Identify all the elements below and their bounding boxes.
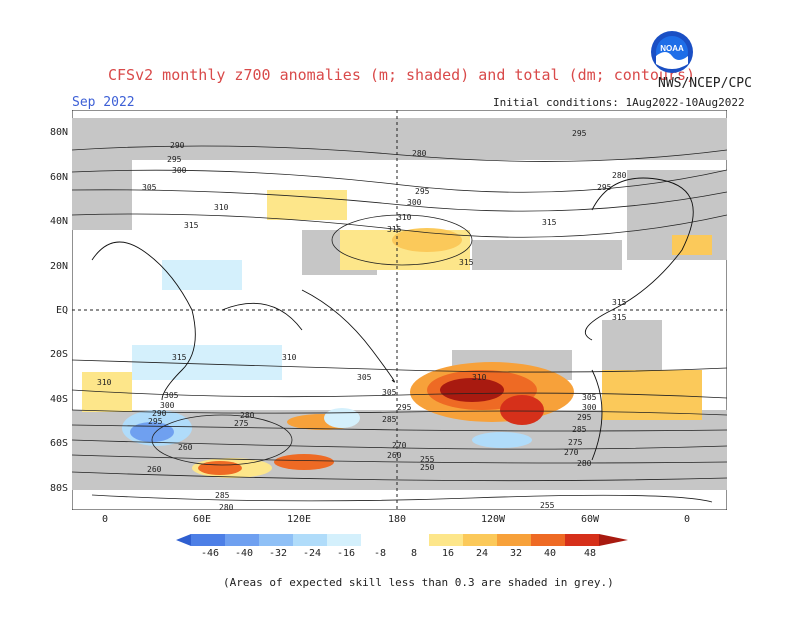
agency-label: NWS/NCEP/CPC	[658, 76, 752, 91]
lon-label: 180	[387, 514, 407, 525]
lat-label: EQ	[55, 305, 68, 316]
lat-label: 40S	[49, 394, 68, 405]
negative-anomalies	[122, 260, 532, 448]
svg-text:310: 310	[214, 203, 229, 212]
svg-text:280: 280	[577, 459, 592, 468]
coastlines	[91, 177, 694, 461]
svg-text:295: 295	[572, 129, 587, 138]
lat-label: 60S	[49, 438, 68, 449]
svg-text:280: 280	[612, 171, 627, 180]
svg-text:315: 315	[612, 298, 627, 307]
svg-text:250: 250	[420, 463, 435, 472]
chart-title: CFSv2 monthly z700 anomalies (m; shaded)…	[108, 66, 695, 84]
svg-text:255: 255	[420, 455, 435, 464]
lon-label: 60W	[580, 514, 600, 525]
forecast-month: Sep 2022	[72, 95, 135, 110]
anomaly-map: 290 295 300 305 310 315 280 295 300 310 …	[72, 110, 727, 510]
svg-text:300: 300	[407, 198, 422, 207]
svg-text:270: 270	[392, 441, 407, 450]
skill-footnote: (Areas of expected skill less than 0.3 a…	[223, 576, 614, 589]
svg-text:255: 255	[540, 501, 555, 510]
svg-text:295: 295	[397, 403, 412, 412]
colorbar-label: -32	[268, 548, 288, 559]
svg-text:275: 275	[234, 419, 249, 428]
lon-label: 0	[683, 514, 691, 525]
lat-label: 40N	[49, 216, 68, 227]
colorbar-label: 32	[509, 548, 523, 559]
svg-text:310: 310	[472, 373, 487, 382]
svg-text:305: 305	[582, 393, 597, 402]
svg-text:270: 270	[564, 448, 579, 457]
svg-text:315: 315	[184, 221, 199, 230]
svg-text:310: 310	[97, 378, 112, 387]
svg-text:315: 315	[542, 218, 557, 227]
lat-label: 20N	[49, 261, 68, 272]
lat-label: 20S	[49, 349, 68, 360]
svg-text:290: 290	[170, 141, 185, 150]
svg-text:300: 300	[160, 401, 175, 410]
colorbar-label: 24	[475, 548, 489, 559]
svg-text:315: 315	[172, 353, 187, 362]
svg-text:260: 260	[178, 443, 193, 452]
svg-text:315: 315	[612, 313, 627, 322]
colorbar-label: -40	[234, 548, 254, 559]
colorbar-label: 8	[410, 548, 418, 559]
colorbar-label: -8	[373, 548, 387, 559]
svg-text:260: 260	[147, 465, 162, 474]
svg-text:285: 285	[572, 425, 587, 434]
colorbar-label: -46	[200, 548, 220, 559]
lat-label: 80N	[49, 127, 68, 138]
svg-text:295: 295	[148, 417, 163, 426]
colorbar-label: -24	[302, 548, 322, 559]
svg-text:260: 260	[387, 451, 402, 460]
svg-text:315: 315	[387, 225, 402, 234]
svg-text:295: 295	[167, 155, 182, 164]
colorbar-label: 48	[583, 548, 597, 559]
svg-text:315: 315	[459, 258, 474, 267]
svg-text:280: 280	[219, 503, 234, 510]
lon-label: 120E	[286, 514, 312, 525]
initial-conditions: Initial conditions: 1Aug2022-10Aug2022	[493, 96, 745, 109]
svg-text:310: 310	[397, 213, 412, 222]
svg-text:295: 295	[597, 183, 612, 192]
lon-label: 0	[101, 514, 109, 525]
lon-label: 120W	[480, 514, 506, 525]
lat-label: 80S	[49, 483, 68, 494]
svg-text:295: 295	[577, 413, 592, 422]
noaa-logo: NOAA	[651, 31, 693, 73]
svg-text:275: 275	[568, 438, 583, 447]
svg-text:295: 295	[415, 187, 430, 196]
lat-label: 60N	[49, 172, 68, 183]
svg-text:305: 305	[382, 388, 397, 397]
svg-text:300: 300	[172, 166, 187, 175]
svg-text:305: 305	[164, 391, 179, 400]
svg-text:285: 285	[215, 491, 230, 500]
lon-label: 60E	[192, 514, 212, 525]
contour-labels: 290 295 300 305 310 315 280 295 300 310 …	[97, 129, 627, 510]
svg-text:310: 310	[282, 353, 297, 362]
height-contours	[72, 145, 727, 503]
svg-text:300: 300	[582, 403, 597, 412]
svg-text:305: 305	[142, 183, 157, 192]
noaa-logo-text: NOAA	[660, 44, 684, 53]
colorbar-label: 16	[441, 548, 455, 559]
svg-text:280: 280	[240, 411, 255, 420]
colorbar	[176, 534, 628, 546]
colorbar-label: 40	[543, 548, 557, 559]
colorbar-label: -16	[336, 548, 356, 559]
svg-text:280: 280	[412, 149, 427, 158]
svg-text:305: 305	[357, 373, 372, 382]
svg-text:285: 285	[382, 415, 397, 424]
svg-text:290: 290	[152, 409, 167, 418]
